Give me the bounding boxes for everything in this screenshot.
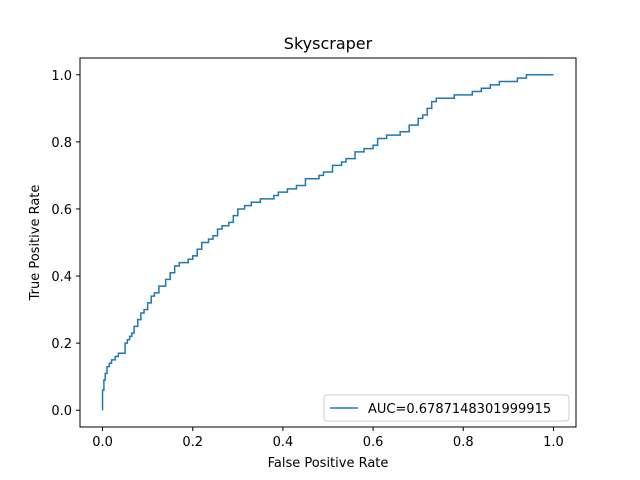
x-axis-label: False Positive Rate [268, 456, 389, 471]
y-axis-label: True Positive Rate [28, 185, 43, 302]
plot-area [101, 74, 554, 411]
legend-box [323, 394, 570, 422]
chart-title: Skyscraper [284, 34, 373, 53]
x-tick-label: 0.6 [363, 435, 384, 450]
y-tick-label: 0.2 [51, 337, 72, 352]
x-tick-label: 0.2 [182, 435, 203, 450]
x-tick-label: 0.4 [273, 435, 294, 450]
y-tick-label: 0.8 [51, 136, 72, 151]
roc-curve-line [101, 74, 554, 411]
x-tick-label: 0.8 [453, 435, 474, 450]
y-tick-label: 0.4 [51, 270, 72, 285]
x-tick-label: 0.0 [92, 435, 113, 450]
y-tick-label: 0.0 [51, 404, 72, 419]
y-axis: 0.0 0.2 0.4 0.6 0.8 1.0 [51, 69, 80, 419]
legend-label: AUC=0.6787148301999915 [368, 402, 551, 417]
x-tick-label: 1.0 [543, 435, 564, 450]
y-tick-label: 0.6 [51, 203, 72, 218]
y-tick-label: 1.0 [51, 69, 72, 84]
x-axis: 0.0 0.2 0.4 0.6 0.8 1.0 [92, 427, 564, 450]
legend: AUC=0.6787148301999915 [323, 394, 570, 422]
axes-frame [79, 57, 577, 428]
